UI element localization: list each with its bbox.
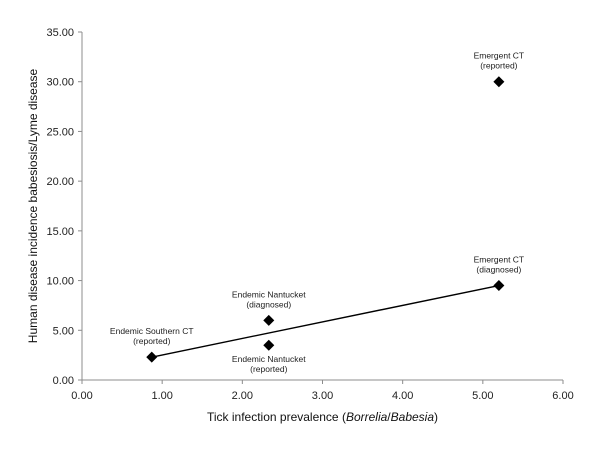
data-point-marker (263, 314, 275, 326)
x-tick-label: 2.00 (232, 390, 253, 402)
data-point-label-line: Emergent CT (474, 51, 525, 61)
x-axis-title: Tick infection prevalence (Borrelia/Babe… (207, 410, 438, 424)
data-point-label-line: (reported) (480, 61, 517, 71)
data-point-marker (263, 339, 275, 351)
x-axis-title-part: Borrelia (346, 410, 388, 424)
data-point-label-line: (diagnosed) (246, 299, 291, 309)
data-points (146, 76, 505, 363)
data-point-label: Endemic Nantucket (reported) (232, 354, 306, 374)
y-tick-label: 0.00 (53, 375, 74, 387)
x-tick-label: 4.00 (392, 390, 413, 402)
data-point-marker (146, 351, 158, 363)
data-point-label: Emergent CT (reported) (474, 51, 525, 71)
x-tick-label: 1.00 (151, 390, 172, 402)
data-point-label-line: Endemic Nantucket (232, 354, 306, 364)
x-tick-label: 6.00 (552, 390, 573, 402)
data-point-label: Endemic Nantucket (diagnosed) (232, 289, 306, 309)
axes: 0.00 5.00 10.00 15.00 20.00 25.00 30.00 35.00 0.… (46, 27, 573, 402)
data-point-label: Endemic Southern CT (reported) (110, 326, 194, 346)
data-point-marker (493, 76, 505, 88)
x-tick-label: 0.00 (71, 390, 92, 402)
y-tick-label: 10.00 (46, 276, 74, 288)
y-tick-label: 25.00 (46, 126, 74, 138)
point-annotations: Endemic Southern CT (reported)Endemic Nan… (110, 51, 524, 374)
x-axis-title-part: Tick infection prevalence ( (207, 410, 346, 424)
x-axis-title-part: / (387, 410, 391, 424)
y-tick-label: 30.00 (46, 77, 74, 89)
data-point-label-line: Endemic Nantucket (232, 289, 306, 299)
data-point-label: Emergent CT (diagnosed) (474, 255, 525, 275)
data-point-label-line: (reported) (250, 364, 287, 374)
data-point-label-line: (diagnosed) (476, 265, 521, 275)
y-tick-label: 35.00 (46, 27, 74, 39)
data-point-label-line: (reported) (133, 336, 170, 346)
y-tick-label: 5.00 (53, 325, 74, 337)
trendline-layer (151, 284, 500, 358)
data-point-label-line: Endemic Southern CT (110, 326, 194, 336)
x-axis-title-part: Babesia (391, 410, 435, 424)
y-tick-label: 20.00 (46, 176, 74, 188)
x-tick-label: 3.00 (312, 390, 333, 402)
x-axis-title-part: ) (434, 410, 438, 424)
data-point-marker (493, 280, 505, 292)
trendline (151, 284, 500, 358)
x-tick-label: 5.00 (472, 390, 493, 402)
y-tick-label: 15.00 (46, 226, 74, 238)
data-point-label-line: Emergent CT (474, 255, 525, 265)
y-axis-title: Human disease incidence babesiosis/Lyme … (26, 68, 40, 343)
